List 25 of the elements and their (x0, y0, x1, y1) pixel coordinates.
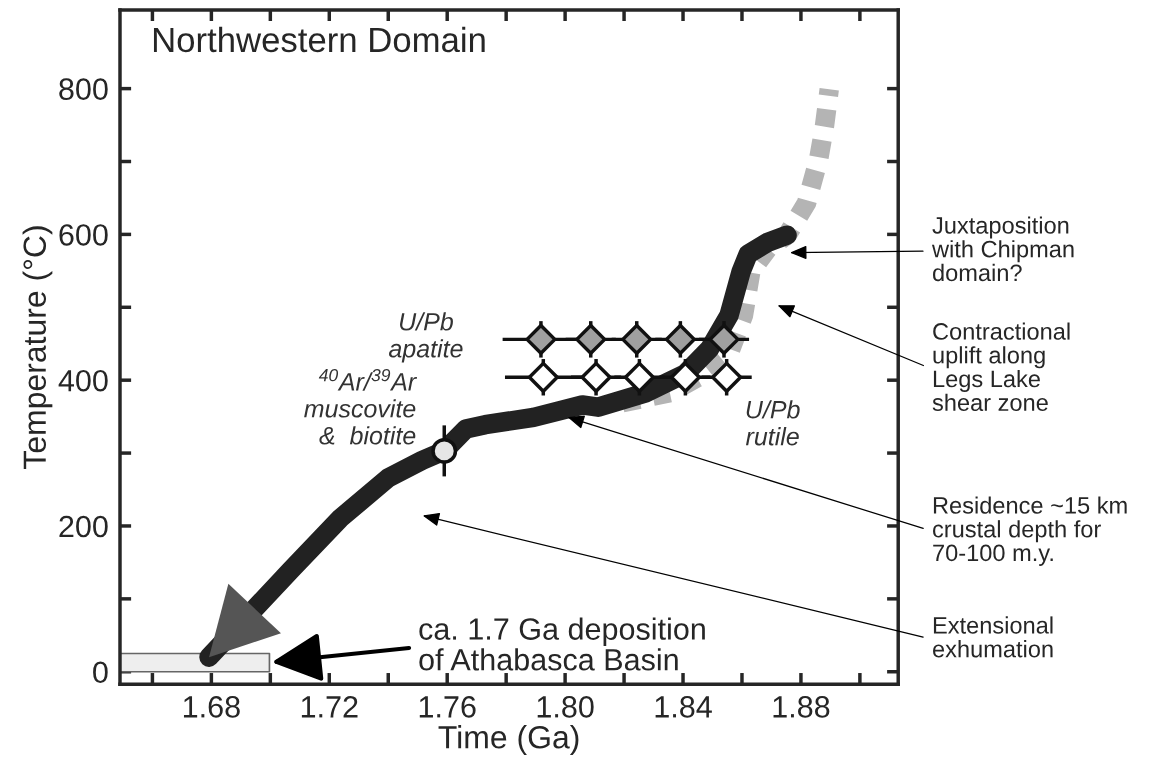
point (575, 323, 607, 355)
x-tick-label: 1.72 (301, 696, 358, 718)
y-tick-label: 600 (59, 224, 108, 246)
series-label: U/Pb rutile (745, 400, 800, 446)
text: Juxtaposition with Chipman domain? (931, 216, 1074, 282)
annotation: ca. 1.7 Ga deposition of Athabasca Basin (419, 617, 705, 671)
y-tick-label: 400 (58, 369, 108, 392)
point (580, 361, 612, 393)
y-tick-label: 200 (59, 515, 108, 538)
point (431, 437, 458, 464)
x-tick-label: 1.80 (537, 696, 594, 718)
text: Residence ~15 km crustal depth for 70-100 m.y. (933, 496, 1127, 566)
text: Extensional exhumation (933, 616, 1053, 658)
y-axis-title: Temperature (°C) (22, 226, 53, 469)
text: U/Pb apatite (388, 312, 463, 363)
x-tick-label: 1.68 (183, 696, 240, 718)
x-axis-title: Time (Ga) (438, 725, 579, 755)
text: Contractional uplift along Legs Lake shear zone (932, 322, 1070, 411)
y-tick-label: 0 (93, 661, 108, 684)
series-label: $^{40}$Ar/$^{39}$Ar muscovite & biotite (304, 368, 418, 445)
x-tick-label: 1.88 (773, 696, 830, 718)
chart-title: Northwestern Domain (153, 26, 485, 53)
x-tick-label: 1.76 (419, 696, 476, 718)
x-tick-label: 1.84 (655, 696, 712, 718)
y-tick-label: 800 (59, 78, 108, 100)
